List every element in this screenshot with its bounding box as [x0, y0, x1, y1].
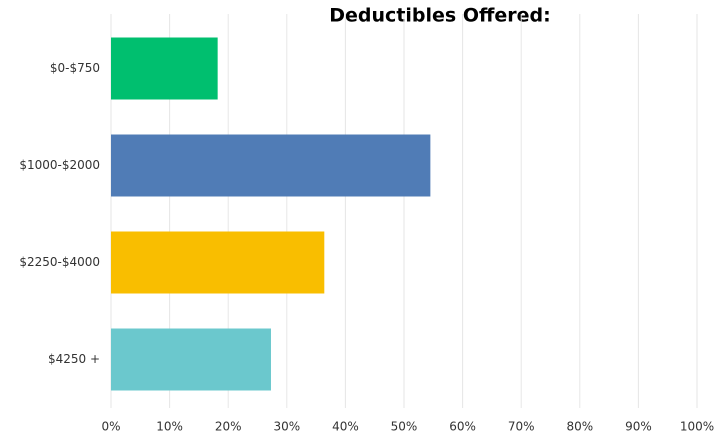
- x-tick-label: 60%: [449, 420, 476, 434]
- chart-title: Deductibles Offered:: [329, 5, 550, 27]
- y-tick-label: $4250 +: [48, 352, 100, 366]
- bar: [111, 328, 271, 391]
- x-tick-label: 10%: [156, 420, 183, 434]
- x-tick-label: 100%: [680, 420, 714, 434]
- x-tick-label: 20%: [215, 420, 242, 434]
- x-tick-label: 80%: [566, 420, 593, 434]
- x-tick-label: 90%: [625, 420, 652, 434]
- bar: [111, 134, 431, 197]
- bar: [111, 37, 218, 100]
- x-tick-label: 50%: [391, 420, 418, 434]
- y-tick-label: $1000-$2000: [19, 158, 100, 172]
- y-tick-label: $2250-$4000: [19, 255, 100, 269]
- x-tick-label: 70%: [508, 420, 535, 434]
- x-tick-label: 0%: [101, 420, 120, 434]
- x-tick-label: 30%: [273, 420, 300, 434]
- bar: [111, 231, 325, 294]
- x-tick-label: 40%: [332, 420, 359, 434]
- y-tick-label: $0-$750: [50, 61, 100, 75]
